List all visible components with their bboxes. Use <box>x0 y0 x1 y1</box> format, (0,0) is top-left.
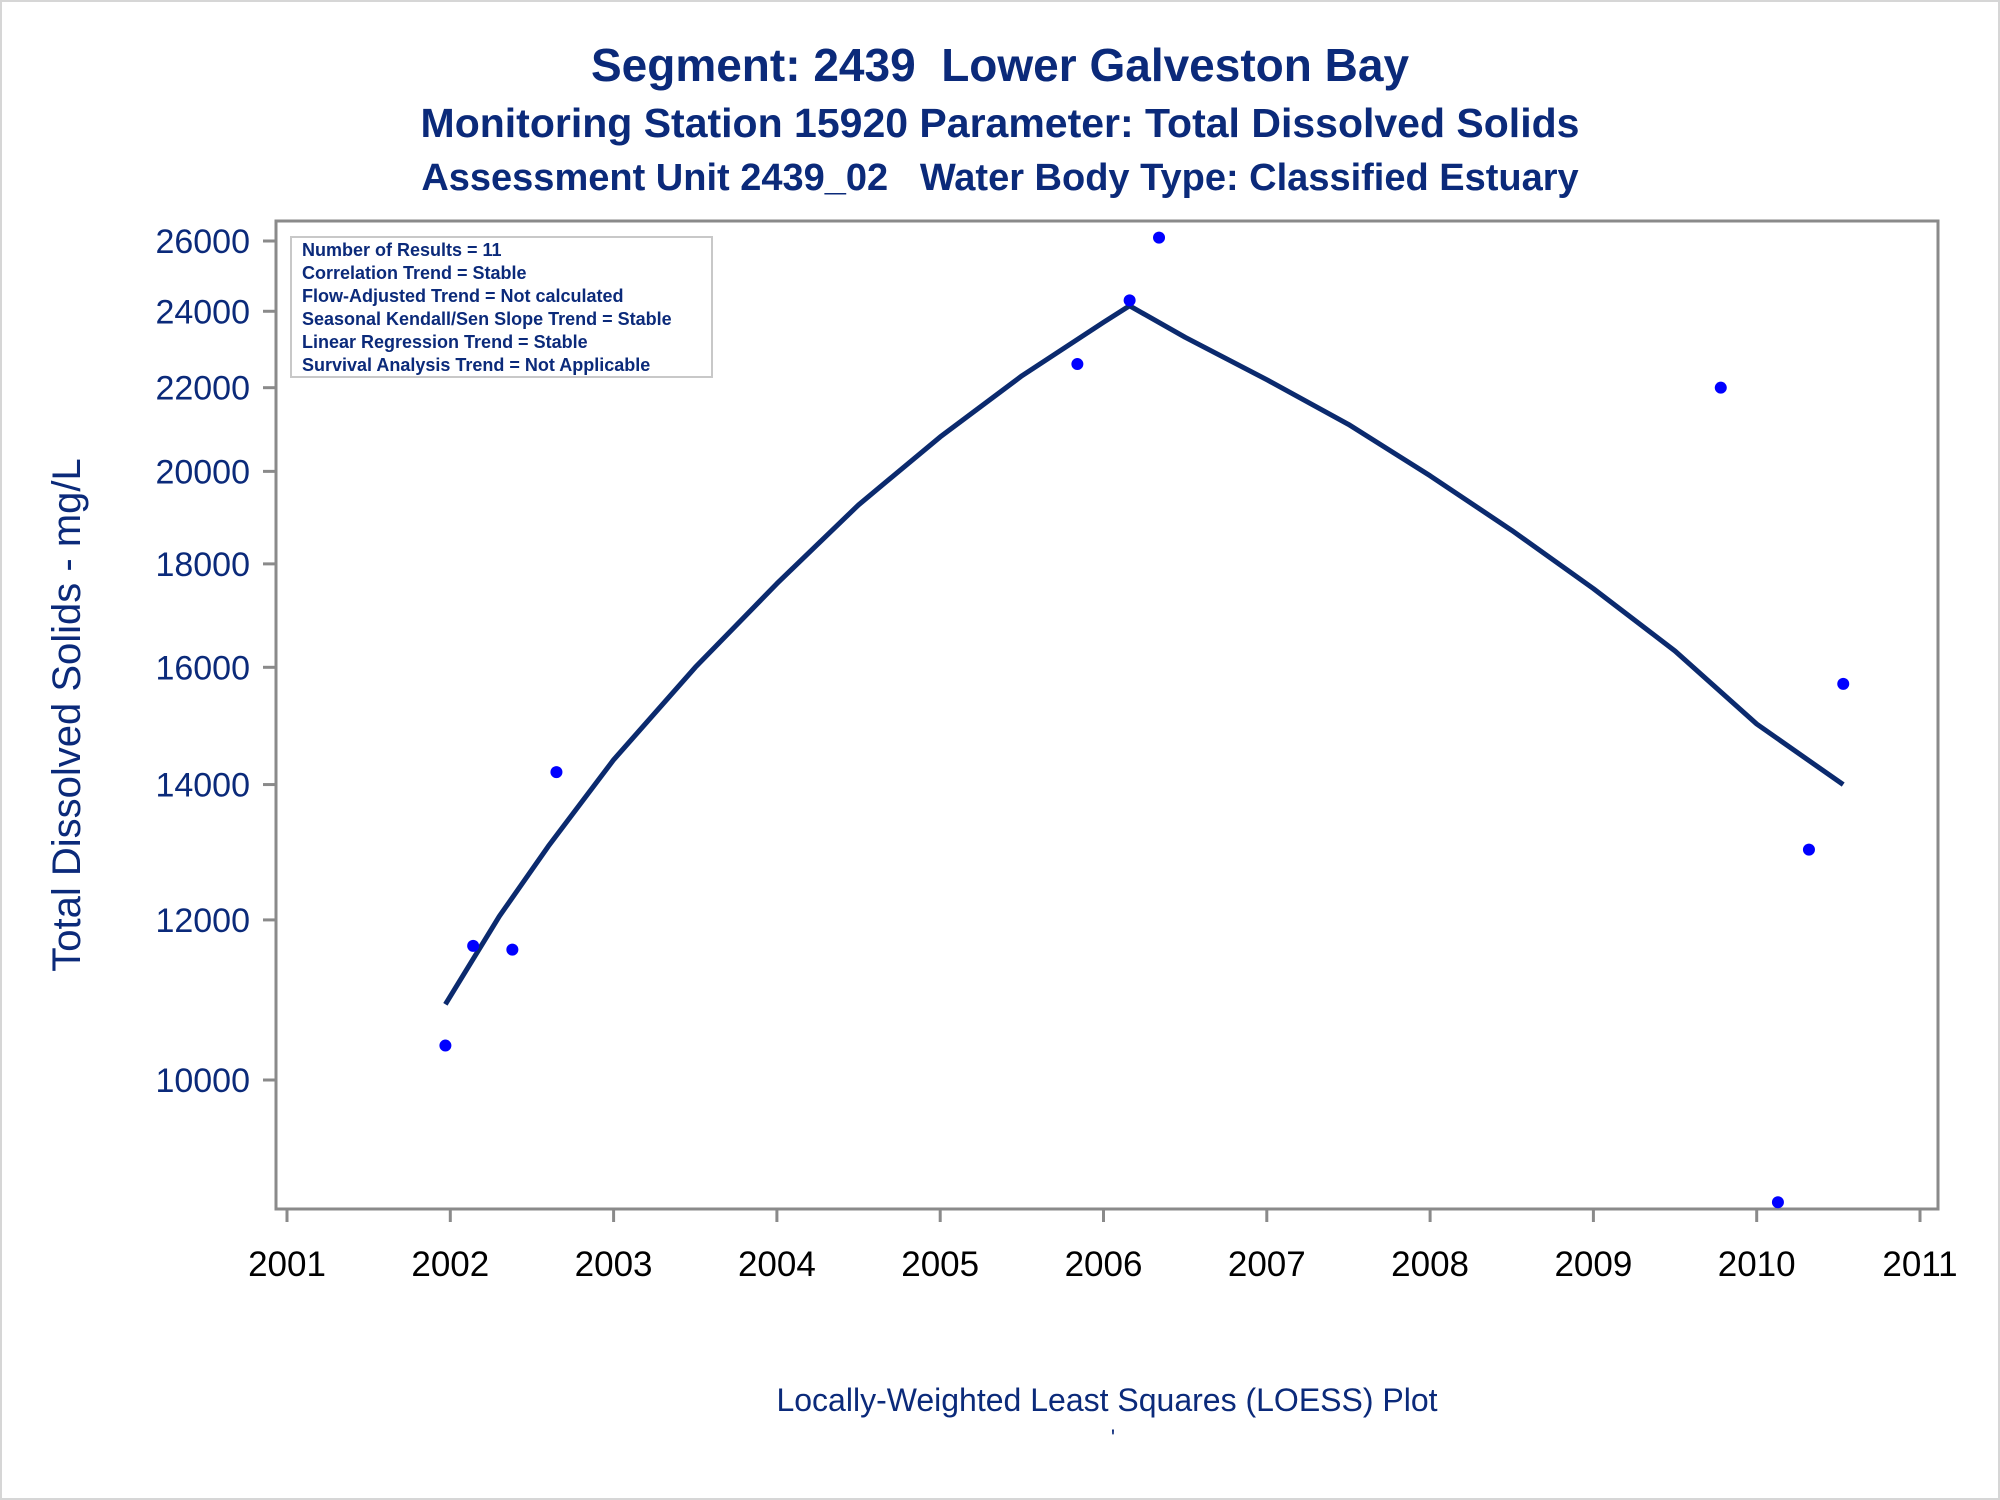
data-point <box>1837 677 1850 690</box>
x-tick-label: 2008 <box>1391 1245 1469 1284</box>
stats-line-results: Number of Results = 11 <box>302 240 502 260</box>
data-point <box>1771 1196 1784 1209</box>
chart-subtitle-secondary: Assessment Unit 2439_02 Water Body Type:… <box>421 157 1579 199</box>
data-point <box>550 766 563 779</box>
data-point <box>1153 231 1166 244</box>
stats-line-flow-adjusted: Flow-Adjusted Trend = Not calculated <box>302 286 624 306</box>
y-tick-label: 16000 <box>155 649 250 687</box>
y-axis-label: Total Dissolved Solids - mg/L <box>45 458 89 972</box>
y-tick-label: 20000 <box>155 453 250 491</box>
stats-box-frame <box>290 236 713 378</box>
data-point <box>1123 294 1136 307</box>
y-tick-label: 24000 <box>155 293 250 331</box>
data-point <box>1071 358 1084 371</box>
chart-title: Segment: 2439 Lower Galveston Bay <box>590 39 1410 91</box>
y-tick-label: 14000 <box>155 767 250 805</box>
data-point <box>1714 381 1727 394</box>
data-point <box>467 939 480 952</box>
plot-area <box>274 219 1940 1211</box>
x-tick-label: 2004 <box>738 1245 816 1284</box>
x-tick-label: 2007 <box>1228 1245 1306 1284</box>
loess-curve <box>443 303 1845 1006</box>
stats-line-seasonal-kendall: Seasonal Kendall/Sen Slope Trend = Stabl… <box>302 309 672 329</box>
x-tick-label: 2011 <box>1882 1245 1957 1284</box>
y-tick-label: 22000 <box>155 370 250 408</box>
stats-line-correlation: Correlation Trend = Stable <box>302 263 527 283</box>
y-tick-label: 10000 <box>155 1062 250 1100</box>
y-axis: 10000 12000 14000 16000 18000 20000 22000 24000… <box>155 223 276 1100</box>
y-tick-label: 18000 <box>155 546 250 584</box>
x-tick-label: 2001 <box>248 1245 326 1284</box>
x-tick-label: 2003 <box>575 1245 653 1284</box>
x-axis-label: Locally-Weighted Least Squares (LOESS) P… <box>776 1382 1437 1418</box>
data-point <box>439 1039 452 1052</box>
y-tick-label: 26000 <box>155 223 250 261</box>
x-axis: 2001 2002 2003 2004 2005 2006 2007 2008 2009 2010… <box>248 1209 1958 1284</box>
data-points <box>439 231 1850 1209</box>
stats-line-linear-regression: Linear Regression Trend = Stable <box>302 332 588 352</box>
x-tick-label: 2005 <box>901 1245 979 1284</box>
data-point <box>506 943 519 956</box>
stats-box: Number of Results = 11 Correlation Trend… <box>290 236 713 378</box>
x-tick-label: 2006 <box>1065 1245 1143 1284</box>
x-tick-label: 2002 <box>411 1245 489 1284</box>
y-tick-label: 12000 <box>155 902 250 940</box>
data-point <box>1802 843 1815 856</box>
stats-line-survival-analysis: Survival Analysis Trend = Not Applicable <box>302 355 650 375</box>
footer-mark: ' <box>1111 1425 1115 1450</box>
chart-subtitle: Monitoring Station 15920 Parameter: Tota… <box>420 100 1580 146</box>
x-tick-label: 2009 <box>1554 1245 1632 1284</box>
x-tick-label: 2010 <box>1718 1245 1796 1284</box>
